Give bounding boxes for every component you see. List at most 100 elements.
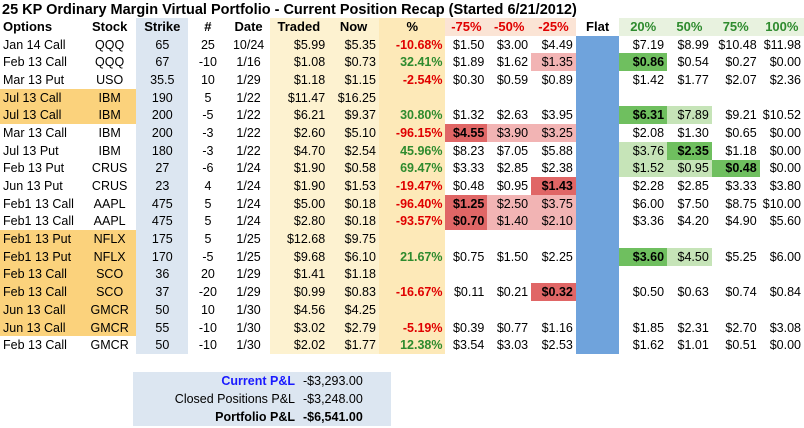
cell-plus100: $0.00 [769, 161, 801, 176]
cell-plus100: $2.36 [769, 72, 801, 87]
cell-option: Feb 13 Call [3, 338, 67, 353]
cell-flat [575, 71, 620, 89]
cell-strike: 36 [136, 265, 189, 284]
cell-plus75 [712, 89, 760, 107]
cell-plus50: $4.20 [677, 214, 709, 229]
cell-plus75: $2.70 [725, 320, 757, 335]
table-row: Mar 13 Call IBM 200 -3 1/22 $2.60 $5.10 -96.15%… [0, 124, 804, 142]
cell-stock: GMCR [90, 338, 129, 353]
cell-percent: -19.47% [378, 177, 446, 195]
cell-traded: $2.60 [269, 124, 329, 142]
cell-strike: 190 [136, 88, 189, 107]
cell-traded: $5.00 [269, 194, 329, 213]
cell-plus50: $4.50 [667, 247, 712, 266]
col-header-plus75: 75% [711, 18, 760, 36]
cell-stock: SCO [82, 265, 137, 284]
cell-plus20: $6.00 [632, 196, 665, 211]
cell-now: $4.25 [328, 301, 379, 319]
cell-percent: -16.67% [378, 283, 446, 301]
cell-plus100: $11.98 [763, 37, 801, 52]
cell-count: -20 [198, 285, 217, 300]
cell-option: Jul 13 Call [0, 88, 83, 107]
cell-percent [378, 230, 446, 248]
cell-minus75: $0.11 [453, 285, 485, 300]
table-row: Feb1 13 Call AAPL 475 5 1/24 $5.00 $0.18 -96.40… [0, 194, 804, 213]
cell-traded: $1.08 [269, 53, 329, 72]
portfolio-pl-label: Portfolio P&L [215, 410, 295, 424]
cell-stock: CRUS [91, 161, 128, 176]
cell-traded: $11.47 [269, 88, 329, 107]
cell-option: Feb1 13 Call [3, 196, 74, 211]
cell-count: -3 [202, 143, 214, 158]
cell-minus25 [531, 301, 576, 319]
cell-plus50: $2.35 [667, 141, 712, 160]
cell-now: $0.83 [328, 283, 379, 301]
cell-option: Feb 13 Call [0, 265, 83, 284]
cell-date: 10/24 [232, 37, 265, 52]
cell-count: 4 [204, 179, 212, 194]
cell-count: -5 [202, 108, 214, 123]
cell-strike: 200 [136, 124, 189, 142]
cell-percent: 69.47% [378, 159, 446, 178]
cell-now: $1.77 [328, 336, 379, 355]
col-header-flat: Flat [586, 19, 610, 35]
cell-flat [575, 177, 620, 195]
cell-flat [575, 247, 620, 266]
cell-strike: 65 [136, 35, 189, 54]
cell-plus50 [667, 301, 712, 319]
cell-strike: 55 [136, 318, 189, 337]
cell-stock: AAPL [93, 196, 126, 211]
cell-stock: NFLX [82, 247, 137, 266]
cell-count: -5 [202, 249, 214, 264]
cell-traded: $3.02 [269, 318, 329, 337]
cell-minus50: $3.90 [487, 124, 532, 142]
table-row: Feb 13 Call GMCR 50 -10 1/30 $2.02 $1.77 12.38%… [0, 336, 804, 355]
cell-minus50: $2.50 [487, 194, 532, 213]
cell-date: 1/25 [236, 232, 261, 247]
cell-percent: 12.38% [378, 336, 446, 355]
cell-plus50 [667, 230, 712, 248]
cell-minus50: $0.77 [496, 320, 529, 335]
cell-plus50 [667, 266, 712, 284]
cell-plus75: $0.74 [725, 285, 757, 300]
cell-plus75 [712, 230, 760, 248]
cell-flat [575, 318, 620, 337]
cell-strike: 67 [136, 53, 189, 72]
summary-portfolio-row: Portfolio P&L -$6,541.00 [133, 408, 391, 426]
cell-plus20: $0.50 [632, 285, 665, 300]
cell-date: 1/29 [236, 72, 261, 87]
table-row: Jun 13 Call GMCR 55 -10 1/30 $3.02 $2.79 -5.19%… [0, 318, 804, 337]
cell-count: 5 [204, 214, 212, 229]
cell-traded: $12.68 [269, 230, 329, 248]
cell-option: Jun 13 Call [0, 318, 83, 337]
cell-option: Feb1 13 Put [0, 247, 83, 266]
table-row: Jul 13 Call IBM 200 -5 1/22 $6.21 $9.37 30.80% $… [0, 106, 804, 125]
cell-plus50: $7.50 [677, 196, 709, 211]
cell-minus25: $3.95 [541, 108, 573, 123]
cell-strike: 37 [136, 283, 189, 301]
cell-count: -10 [198, 320, 217, 335]
cell-plus100 [760, 266, 804, 284]
cell-date: 1/22 [236, 125, 261, 140]
cell-percent: 30.80% [378, 106, 446, 125]
cell-minus75 [445, 301, 487, 319]
cell-count: -10 [198, 338, 217, 353]
cell-plus50: $0.95 [667, 159, 712, 178]
cell-flat [575, 212, 620, 231]
positions-table: Options Stock Strike # Date Traded Now %… [0, 18, 804, 355]
col-header-percent: % [378, 18, 446, 36]
cell-plus50: $7.89 [667, 106, 712, 125]
table-row: Jul 13 Put IBM 180 -3 1/22 $4.70 $2.54 45.96% $8… [0, 141, 804, 160]
cell-option: Feb 13 Put [3, 161, 65, 176]
table-row: Jul 13 Call IBM 190 5 1/22 $11.47 $16.25 [0, 88, 804, 107]
cell-now: $9.37 [328, 106, 379, 125]
col-header-plus100: 100% [759, 18, 804, 36]
cell-plus100: $10.00 [762, 196, 801, 211]
cell-minus25: $2.53 [541, 338, 573, 353]
cell-plus20 [619, 301, 667, 319]
cell-percent: -96.40% [378, 194, 446, 213]
cell-plus75: $4.90 [725, 214, 757, 229]
cell-plus50: $1.30 [677, 125, 709, 140]
table-row: Feb 13 Call SCO 36 20 1/29 $1.41 $1.18 [0, 265, 804, 284]
cell-traded: $1.41 [269, 265, 329, 284]
